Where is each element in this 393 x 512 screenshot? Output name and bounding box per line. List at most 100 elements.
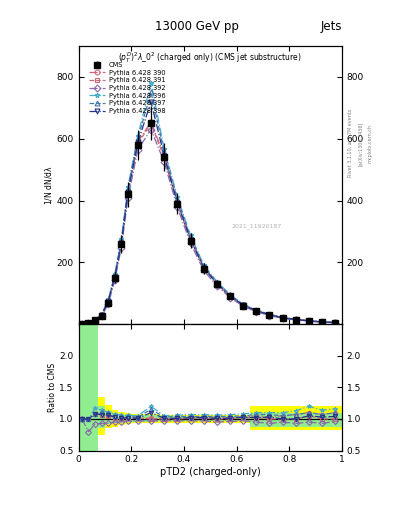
Pythia 6.428 396 [188,232,193,238]
Pythia 6.428 398 [280,315,285,321]
Pythia 6.428 392 [254,309,259,315]
Pythia 6.428 396 [86,319,91,326]
Pythia 6.428 392 [280,315,285,322]
Pythia 6.428 392 [106,301,110,307]
Pythia 6.428 397 [307,317,311,324]
Pythia 6.428 390 [175,199,180,205]
Line: Pythia 6.428 390: Pythia 6.428 390 [79,119,338,326]
Pythia 6.428 390 [112,273,117,280]
Pythia 6.428 390 [106,298,110,304]
Text: Jets: Jets [320,20,342,33]
Pythia 6.428 396 [175,194,180,200]
Pythia 6.428 390 [320,319,325,325]
Pythia 6.428 398 [307,318,311,324]
Pythia 6.428 390 [228,293,232,299]
Pythia 6.428 398 [333,319,338,326]
Pythia 6.428 397 [215,280,219,286]
Pythia 6.428 392 [93,317,97,324]
Pythia 6.428 397 [188,234,193,240]
Pythia 6.428 391 [93,317,97,323]
Line: Pythia 6.428 398: Pythia 6.428 398 [79,99,338,326]
Pythia 6.428 392 [201,267,206,273]
Legend: CMS, Pythia 6.428 390, Pythia 6.428 391, Pythia 6.428 392, Pythia 6.428 396, Pyt: CMS, Pythia 6.428 390, Pythia 6.428 391,… [87,60,167,115]
Pythia 6.428 390 [241,302,246,308]
Pythia 6.428 397 [79,321,84,327]
Pythia 6.428 398 [175,200,180,206]
Pythia 6.428 390 [162,153,167,159]
Pythia 6.428 397 [106,297,110,304]
Pythia 6.428 397 [228,292,232,298]
Pythia 6.428 398 [106,298,110,304]
Pythia 6.428 397 [99,311,104,317]
Pythia 6.428 391 [320,319,325,325]
Pythia 6.428 390 [333,319,338,326]
Pythia 6.428 391 [201,265,206,271]
Pythia 6.428 391 [175,201,180,207]
Pythia 6.428 392 [99,313,104,319]
Pythia 6.428 396 [267,311,272,317]
Text: $(p_T^D)^2\lambda\_0^2$ (charged only) (CMS jet substructure): $(p_T^D)^2\lambda\_0^2$ (charged only) (… [118,50,302,65]
Pythia 6.428 398 [294,316,298,323]
Pythia 6.428 392 [79,321,84,327]
X-axis label: pTD2 (charged-only): pTD2 (charged-only) [160,467,261,477]
Pythia 6.428 398 [99,312,104,318]
Pythia 6.428 392 [228,294,232,301]
Pythia 6.428 390 [188,236,193,242]
Pythia 6.428 396 [79,321,84,327]
Pythia 6.428 391 [254,308,259,314]
Line: Pythia 6.428 392: Pythia 6.428 392 [79,127,338,326]
Pythia 6.428 397 [93,317,97,323]
Pythia 6.428 396 [201,262,206,268]
Pythia 6.428 391 [280,315,285,321]
Pythia 6.428 396 [241,301,246,307]
Pythia 6.428 396 [112,271,117,277]
Pythia 6.428 391 [241,302,246,308]
Pythia 6.428 397 [175,196,180,202]
Line: Pythia 6.428 396: Pythia 6.428 396 [79,81,338,326]
Pythia 6.428 390 [307,317,311,324]
Pythia 6.428 391 [112,274,117,280]
Pythia 6.428 397 [119,238,124,244]
Text: [arXiv:1306.3436]: [arXiv:1306.3436] [358,121,364,165]
Pythia 6.428 391 [136,140,140,146]
Pythia 6.428 396 [149,80,153,86]
Pythia 6.428 396 [307,317,311,324]
Pythia 6.428 396 [93,317,97,323]
Pythia 6.428 392 [215,283,219,289]
Pythia 6.428 390 [126,188,130,195]
Pythia 6.428 396 [333,319,338,326]
Pythia 6.428 397 [126,186,130,192]
Pythia 6.428 397 [241,302,246,308]
Pythia 6.428 391 [79,321,84,327]
Line: Pythia 6.428 391: Pythia 6.428 391 [79,121,338,326]
Pythia 6.428 391 [228,293,232,300]
Pythia 6.428 392 [294,317,298,323]
Pythia 6.428 398 [228,293,232,299]
Pythia 6.428 397 [162,148,167,155]
Pythia 6.428 392 [333,319,338,326]
Pythia 6.428 396 [280,314,285,321]
Pythia 6.428 391 [294,316,298,323]
Pythia 6.428 398 [215,281,219,287]
Pythia 6.428 391 [86,319,91,326]
Pythia 6.428 392 [126,195,130,201]
Y-axis label: Ratio to CMS: Ratio to CMS [48,363,57,412]
Pythia 6.428 390 [99,312,104,318]
Pythia 6.428 390 [93,317,97,323]
Pythia 6.428 397 [333,319,338,326]
Pythia 6.428 398 [93,317,97,323]
Pythia 6.428 398 [162,153,167,159]
Pythia 6.428 397 [149,90,153,96]
Pythia 6.428 398 [320,319,325,325]
Pythia 6.428 391 [267,312,272,318]
Pythia 6.428 390 [201,264,206,270]
Pythia 6.428 398 [112,273,117,280]
Pythia 6.428 396 [162,145,167,152]
Pythia 6.428 397 [112,272,117,279]
Pythia 6.428 391 [333,319,338,326]
Pythia 6.428 396 [126,184,130,190]
Pythia 6.428 396 [215,279,219,285]
Pythia 6.428 390 [136,139,140,145]
Pythia 6.428 390 [267,311,272,317]
Pythia 6.428 392 [136,146,140,153]
